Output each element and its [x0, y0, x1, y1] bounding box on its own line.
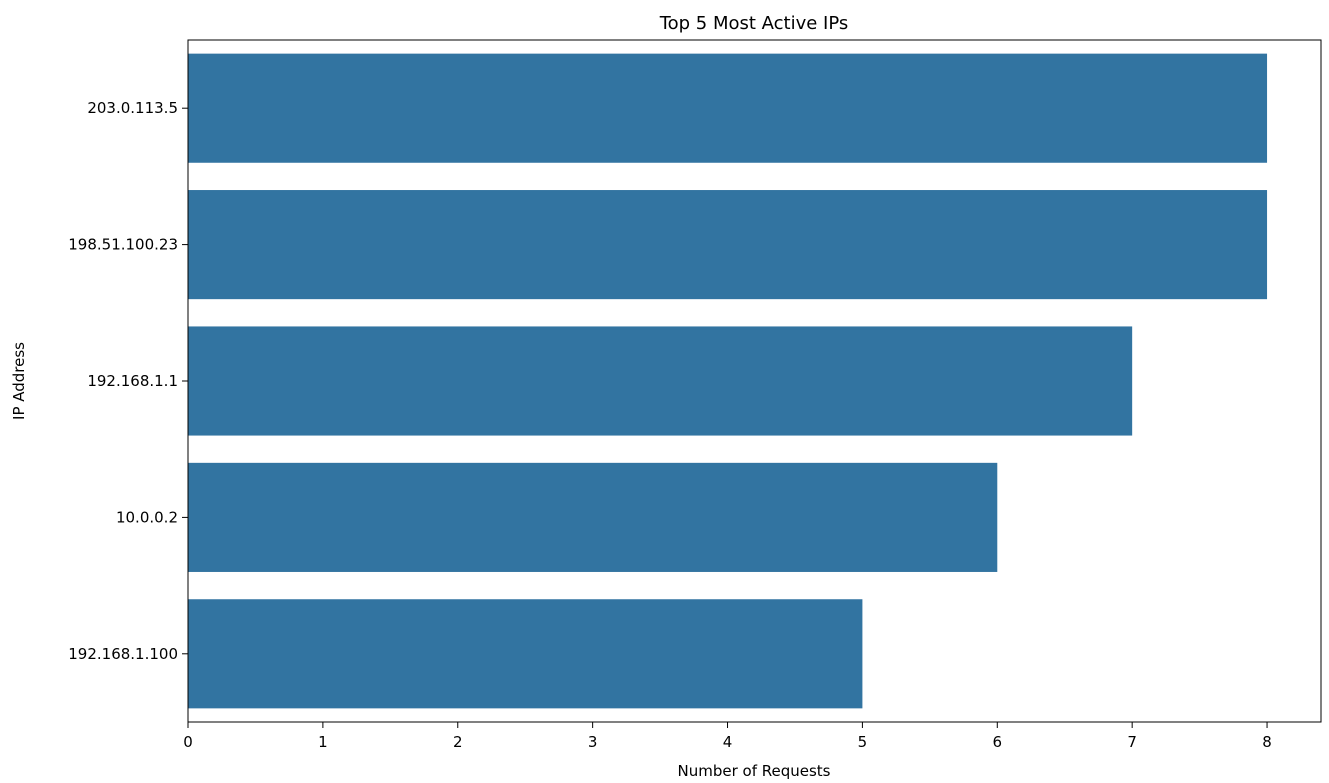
bar-3 [188, 462, 998, 572]
x-tick-label: 3 [588, 733, 598, 751]
x-tick-label: 6 [993, 733, 1003, 751]
x-tick-label: 1 [318, 733, 328, 751]
y-tick-label: 192.168.1.100 [68, 645, 178, 663]
x-axis-title: Number of Requests [678, 762, 831, 780]
x-tick-label: 5 [858, 733, 868, 751]
y-tick-label: 192.168.1.1 [87, 372, 178, 390]
y-tick-label: 10.0.0.2 [116, 508, 178, 526]
x-tick-label: 7 [1127, 733, 1137, 751]
y-axis-title: IP Address [10, 342, 28, 420]
x-axis-ticks: 0 1 2 3 4 5 6 7 8 [183, 722, 1272, 751]
chart-title: Top 5 Most Active IPs [659, 13, 849, 34]
y-tick-label: 198.51.100.23 [68, 236, 178, 254]
bar-0 [188, 53, 1268, 163]
x-tick-label: 4 [723, 733, 733, 751]
bar-2 [188, 326, 1133, 436]
y-axis-ticks: 203.0.113.5 198.51.100.23 192.168.1.1 10.0.… [68, 99, 188, 663]
x-tick-label: 8 [1262, 733, 1272, 751]
bars-group [188, 53, 1268, 709]
y-tick-label: 203.0.113.5 [87, 99, 178, 117]
bar-4 [188, 599, 863, 709]
x-tick-label: 0 [183, 733, 193, 751]
bar-1 [188, 190, 1268, 300]
x-tick-label: 2 [453, 733, 463, 751]
